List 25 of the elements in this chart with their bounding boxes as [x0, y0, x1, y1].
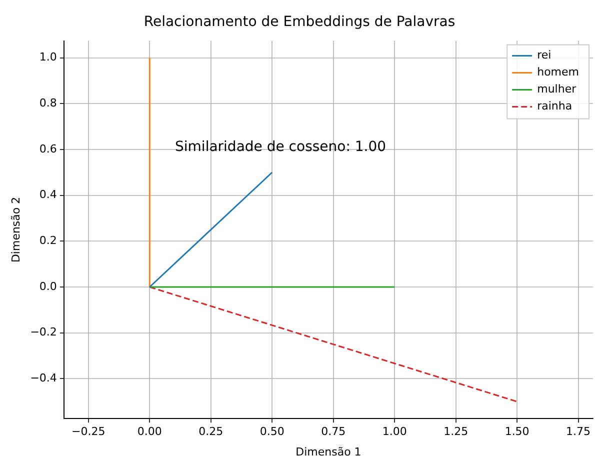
annotation: Similaridade de cosseno: 1.00	[175, 138, 386, 155]
legend-label: homem	[537, 66, 580, 79]
x-tick-label: 1.25	[444, 425, 468, 438]
y-tick-label: 0.0	[39, 280, 57, 293]
legend-label: rei	[537, 48, 552, 62]
y-tick-label: −0.4	[30, 372, 57, 385]
x-tick-label: 1.50	[504, 425, 530, 438]
x-axis-title: Dimensão 1	[296, 445, 362, 458]
x-tick-label: 1.00	[382, 425, 407, 438]
y-tick-label: 1.0	[39, 50, 57, 64]
legend-label: mulher	[537, 82, 577, 96]
x-tick-label: −0.25	[72, 425, 106, 438]
y-tick-label: 0.6	[39, 142, 57, 156]
x-tick-label: 1.75	[566, 425, 591, 438]
x-tick-label: 0.25	[198, 425, 224, 438]
y-tick-label: 0.8	[39, 96, 57, 110]
y-axis-title: Dimensão 2	[9, 196, 22, 263]
chart-title: Relacionamento de Embeddings de Palavras	[144, 14, 456, 30]
x-tick-label: 0.50	[260, 425, 284, 438]
y-tick-label: −0.2	[30, 326, 57, 339]
y-tick-label: 0.4	[39, 188, 57, 202]
y-tick-label: 0.2	[39, 234, 57, 248]
x-tick-label: 0.00	[137, 425, 162, 438]
legend-label: rainha	[537, 100, 572, 113]
x-tick-label: 0.75	[321, 425, 346, 438]
